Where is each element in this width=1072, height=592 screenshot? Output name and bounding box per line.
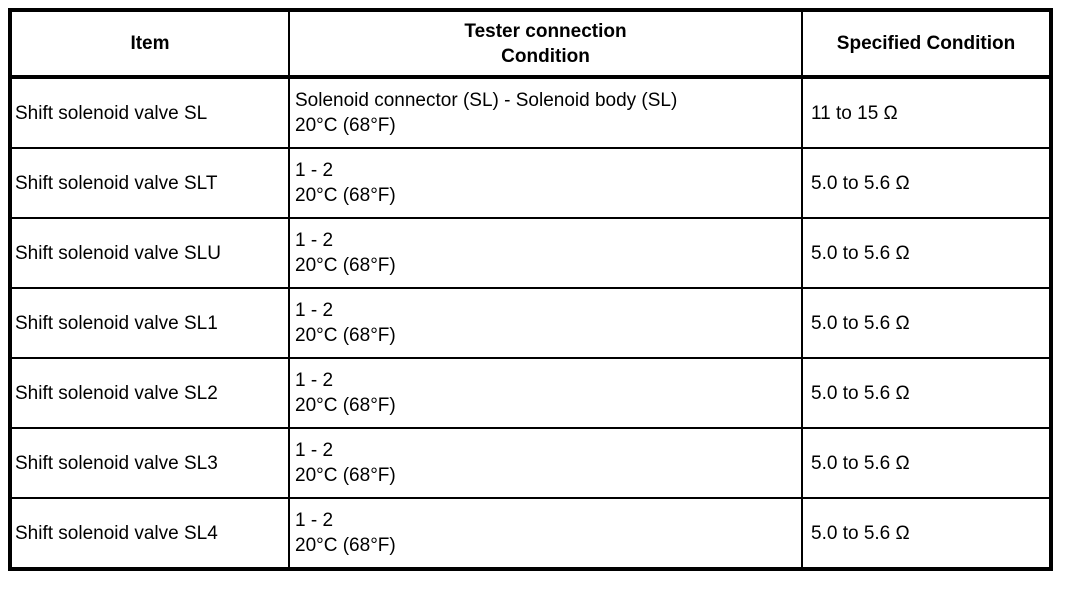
header-tester-connection-line1: Tester connection: [464, 20, 627, 42]
item-cell: Shift solenoid valve SL3: [9, 427, 290, 499]
specified-cell: 5.0 to 5.6 Ω: [801, 497, 1052, 570]
item-cell: Shift solenoid valve SL: [9, 76, 290, 149]
table-row: Shift solenoid valve SL2 1 - 2 20°C (68°…: [9, 357, 1052, 429]
connection-text: 1 - 2: [295, 370, 334, 391]
condition-text: 20°C (68°F): [295, 395, 396, 416]
specified-cell: 11 to 15 Ω: [801, 76, 1052, 149]
specified-cell: 5.0 to 5.6 Ω: [801, 357, 1052, 429]
connection-cell: 1 - 2 20°C (68°F): [288, 287, 803, 359]
connection-text: 1 - 2: [295, 230, 334, 251]
header-tester-connection-line2: Condition: [501, 45, 590, 67]
specified-cell: 5.0 to 5.6 Ω: [801, 217, 1052, 289]
condition-text: 20°C (68°F): [295, 115, 396, 136]
condition-text: 20°C (68°F): [295, 255, 396, 276]
table-row: Shift solenoid valve SL1 1 - 2 20°C (68°…: [9, 287, 1052, 359]
connection-cell: 1 - 2 20°C (68°F): [288, 497, 803, 570]
header-tester-connection: Tester connection Condition: [288, 9, 803, 79]
table-row: Shift solenoid valve SL Solenoid connect…: [9, 76, 1052, 149]
connection-text: Solenoid connector (SL) - Solenoid body …: [295, 90, 678, 111]
header-specified-condition: Specified Condition: [801, 9, 1052, 79]
condition-text: 20°C (68°F): [295, 185, 396, 206]
connection-text: 1 - 2: [295, 440, 334, 461]
connection-cell: Solenoid connector (SL) - Solenoid body …: [288, 76, 803, 149]
connection-cell: 1 - 2 20°C (68°F): [288, 217, 803, 289]
table-row: Shift solenoid valve SL3 1 - 2 20°C (68°…: [9, 427, 1052, 499]
specified-cell: 5.0 to 5.6 Ω: [801, 287, 1052, 359]
header-item: Item: [9, 9, 290, 79]
condition-text: 20°C (68°F): [295, 535, 396, 556]
condition-text: 20°C (68°F): [295, 325, 396, 346]
connection-cell: 1 - 2 20°C (68°F): [288, 427, 803, 499]
connection-cell: 1 - 2 20°C (68°F): [288, 147, 803, 219]
condition-text: 20°C (68°F): [295, 465, 396, 486]
specified-cell: 5.0 to 5.6 Ω: [801, 427, 1052, 499]
item-cell: Shift solenoid valve SL4: [9, 497, 290, 570]
specified-cell: 5.0 to 5.6 Ω: [801, 147, 1052, 219]
table-row: Shift solenoid valve SLT 1 - 2 20°C (68°…: [9, 147, 1052, 219]
solenoid-spec-table: Item Tester connection Condition Specifi…: [8, 8, 1053, 571]
table-row: Shift solenoid valve SL4 1 - 2 20°C (68°…: [9, 497, 1052, 570]
item-cell: Shift solenoid valve SL1: [9, 287, 290, 359]
connection-text: 1 - 2: [295, 510, 334, 531]
item-cell: Shift solenoid valve SLU: [9, 217, 290, 289]
table-row: Shift solenoid valve SLU 1 - 2 20°C (68°…: [9, 217, 1052, 289]
table-header-row: Item Tester connection Condition Specifi…: [9, 9, 1052, 79]
connection-text: 1 - 2: [295, 160, 334, 181]
connection-text: 1 - 2: [295, 300, 334, 321]
item-cell: Shift solenoid valve SL2: [9, 357, 290, 429]
item-cell: Shift solenoid valve SLT: [9, 147, 290, 219]
connection-cell: 1 - 2 20°C (68°F): [288, 357, 803, 429]
